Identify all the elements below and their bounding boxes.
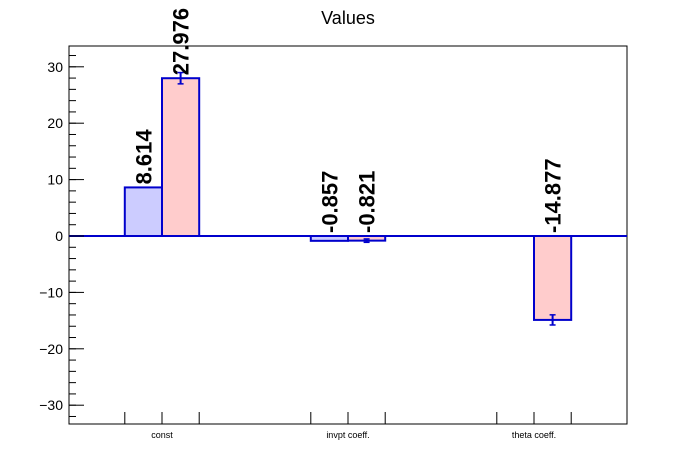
chart-title: Values <box>321 8 375 28</box>
value-label-s0-1: -0.857 <box>317 171 342 233</box>
y-tick-label: −30 <box>39 397 63 413</box>
value-label-s1-0: 27.976 <box>169 8 194 75</box>
bars-layer <box>123 71 573 326</box>
value-labels-layer: 8.614 -0.857 27.976 -0.821 -14.877 <box>131 8 565 233</box>
value-label-s1-1: -0.821 <box>355 171 380 233</box>
axes-layer: −30 −20 −10 0 10 20 30 const invpt coeff. theta c… <box>39 45 628 440</box>
y-tick-label: 30 <box>47 59 63 75</box>
x-category-label: theta coeff. <box>512 430 556 440</box>
bar-s1-0 <box>161 77 201 237</box>
x-category-label: const <box>151 430 173 440</box>
value-label-s0-0: 8.614 <box>131 129 156 185</box>
value-label-s1-2: -14.877 <box>541 158 566 233</box>
y-tick-label: −10 <box>39 284 63 300</box>
y-tick-label: 10 <box>47 172 63 188</box>
y-tick-label: 20 <box>47 115 63 131</box>
y-tick-label: −20 <box>39 341 63 357</box>
bar-s0-0 <box>123 186 164 237</box>
bar-s1-2 <box>533 235 573 321</box>
x-category-label: invpt coeff. <box>326 430 369 440</box>
y-tick-label: 0 <box>55 228 63 244</box>
